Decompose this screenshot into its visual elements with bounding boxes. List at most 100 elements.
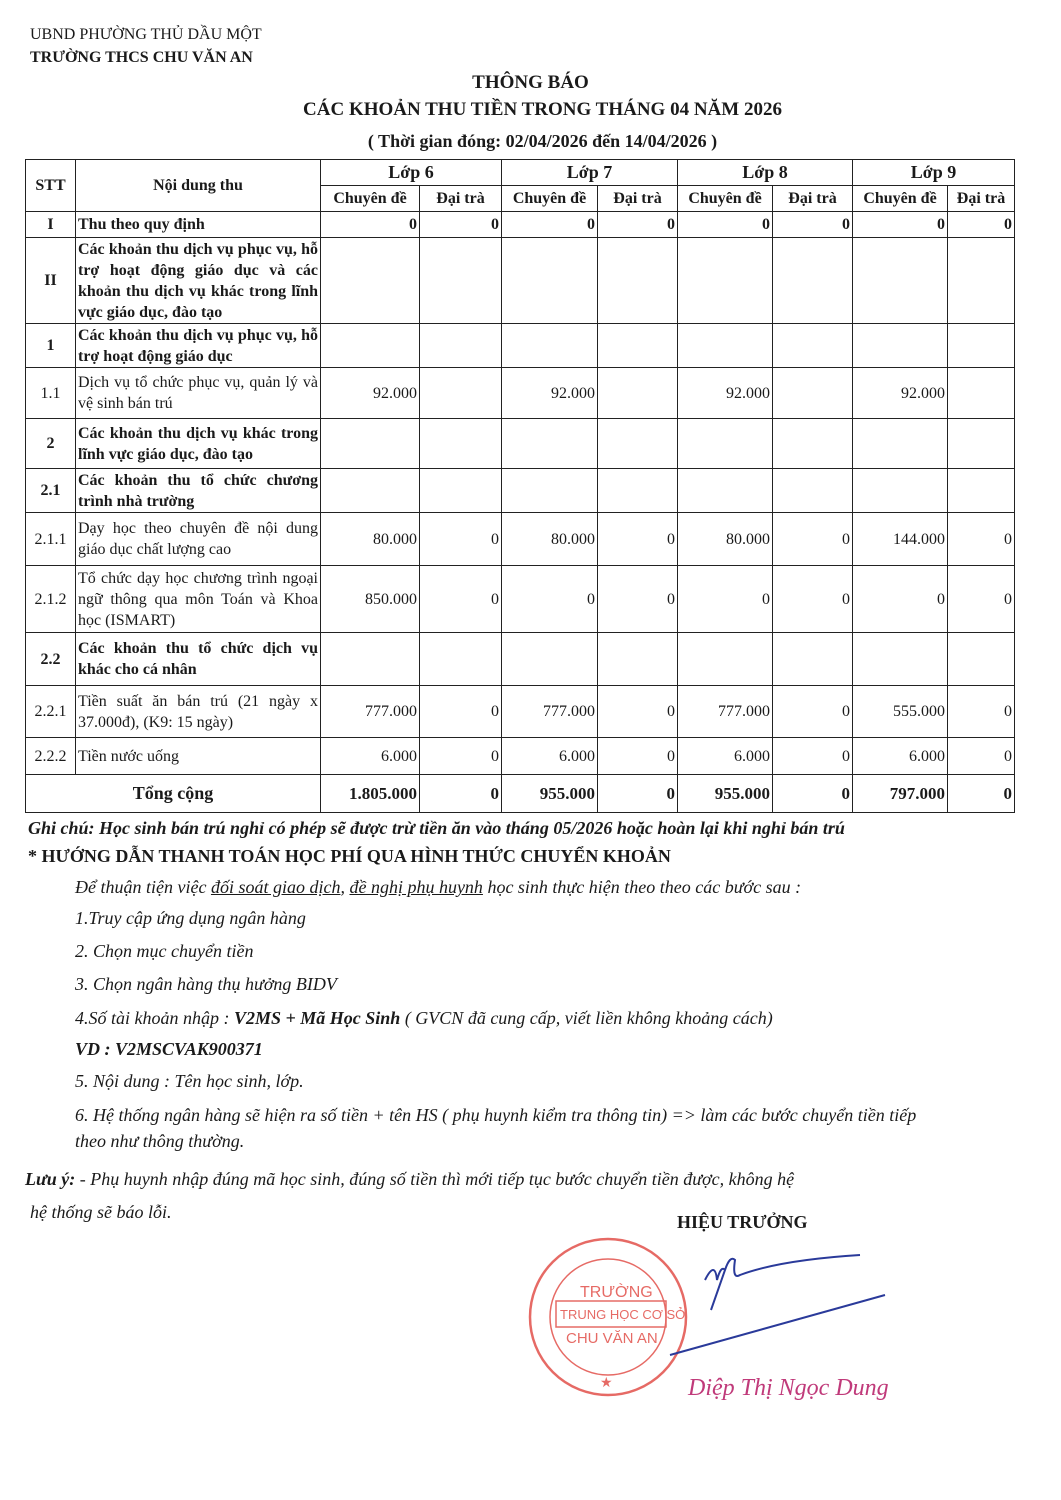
table-row: I Thu theo quy định 0 0 0 0 0 0 0 0 — [25, 211, 1015, 238]
amount-cell: 80.000 — [320, 512, 420, 566]
amount-cell: 92.000 — [852, 367, 948, 419]
row-content: Các khoản thu tổ chức dịch vụ khác cho c… — [75, 632, 321, 686]
amount-cell: 6.000 — [501, 737, 598, 775]
amount-cell: 0 — [597, 211, 678, 238]
amount-cell: 0 — [772, 512, 853, 566]
principal-name: Diệp Thị Ngọc Dung — [687, 1375, 889, 1401]
guide-title: * HƯỚNG DẪN THANH TOÁN HỌC PHÍ QUA HÌNH … — [28, 846, 671, 866]
row-stt: 2.1.1 — [25, 512, 76, 566]
row-stt: 2.2 — [25, 632, 76, 686]
amount-cell: 0 — [597, 565, 678, 633]
amount-cell: 92.000 — [501, 367, 598, 419]
total-label: Tổng cộng — [25, 774, 321, 813]
table-row: 2.1.1 Dạy học theo chuyên đề nội dung giá… — [25, 512, 1015, 566]
school-stamp: TRƯỜNG TRUNG HỌC CƠ SỞ CHU VĂN AN ★ — [528, 1237, 688, 1397]
row-stt: 1 — [25, 323, 76, 368]
amount-cell — [772, 367, 853, 419]
amount-cell: 777.000 — [320, 685, 420, 738]
table-row: II Các khoản thu dịch vụ phục vụ, hỗ trợ … — [25, 237, 1015, 324]
amount-cell — [501, 323, 598, 368]
row-content: Tiền nước uống — [75, 737, 321, 775]
header-dai-tra: Đại trà — [597, 185, 678, 212]
intro-underlined: đối soát giao dịch — [210, 877, 341, 897]
amount-cell — [320, 418, 420, 469]
amount-cell — [677, 468, 773, 513]
svg-text:TRUNG HỌC CƠ SỞ: TRUNG HỌC CƠ SỞ — [560, 1307, 686, 1322]
amount-cell — [501, 632, 598, 686]
amount-cell: 0 — [419, 737, 502, 775]
step-4: 4.Số tài khoản nhập : V2MS + Mã Học Sinh… — [75, 1008, 773, 1029]
account-format: V2MS + Mã Học Sinh — [234, 1008, 401, 1028]
row-stt: 2.2.1 — [25, 685, 76, 738]
total-cell: 955.000 — [677, 774, 773, 813]
header-dai-tra: Đại trà — [419, 185, 502, 212]
total-cell: 0 — [772, 774, 853, 813]
amount-cell: 0 — [947, 565, 1015, 633]
amount-cell — [320, 468, 420, 513]
caution: Lưu ý: - Phụ huynh nhập đúng mã học sinh… — [25, 1169, 794, 1190]
notice-title: THÔNG BÁO — [472, 72, 589, 93]
header-grade: Lớp 7 — [501, 159, 678, 186]
svg-text:TRƯỜNG: TRƯỜNG — [580, 1282, 653, 1301]
amount-cell: 0 — [772, 211, 853, 238]
stamp-and-signature: TRƯỜNG TRUNG HỌC CƠ SỞ CHU VĂN AN ★ Diệp… — [528, 1237, 889, 1401]
amount-cell — [677, 418, 773, 469]
table-row: 2.1.2 Tổ chức dạy học chương trình ngoại … — [25, 565, 1015, 633]
table-row: 2 Các khoản thu dịch vụ khác trong lĩnh v… — [25, 418, 1015, 469]
total-cell: 0 — [597, 774, 678, 813]
amount-cell: 0 — [947, 512, 1015, 566]
amount-cell: 6.000 — [677, 737, 773, 775]
amount-cell — [419, 418, 502, 469]
header-grade: Lớp 8 — [677, 159, 853, 186]
caution-text: - Phụ huynh nhập đúng mã học sinh, đúng … — [75, 1169, 795, 1189]
amount-cell: 0 — [947, 737, 1015, 775]
step-4-text: ( GVCN đã cung cấp, viết liền không khoả… — [400, 1008, 773, 1028]
amount-cell: 0 — [947, 685, 1015, 738]
amount-cell — [852, 468, 948, 513]
amount-cell: 0 — [419, 512, 502, 566]
amount-cell — [852, 418, 948, 469]
amount-cell: 0 — [772, 565, 853, 633]
row-stt: 2.1 — [25, 468, 76, 513]
amount-cell — [597, 237, 678, 324]
step-1: 1.Truy cập ứng dụng ngân hàng — [75, 908, 306, 928]
amount-cell: 0 — [677, 565, 773, 633]
amount-cell — [419, 468, 502, 513]
amount-cell — [947, 418, 1015, 469]
notice-subtitle: CÁC KHOẢN THU TIỀN TRONG THÁNG 04 NĂM 20… — [303, 99, 782, 120]
amount-cell — [419, 632, 502, 686]
amount-cell — [947, 367, 1015, 419]
account-example: VD : V2MSCVAK900371 — [75, 1039, 263, 1059]
step-6-cont: theo như thông thường. — [75, 1131, 245, 1151]
header-dai-tra: Đại trà — [947, 185, 1015, 212]
amount-cell: 0 — [597, 512, 678, 566]
total-cell: 955.000 — [501, 774, 598, 813]
row-content: Dịch vụ tổ chức phục vụ, quản lý và vệ s… — [75, 367, 321, 419]
caution-label: Lưu ý: — [25, 1169, 76, 1189]
total-row: Tổng cộng 1.805.000 0 955.000 0 955.000 0 797.0… — [25, 774, 1015, 813]
amount-cell — [597, 632, 678, 686]
amount-cell — [419, 367, 502, 419]
row-content: Tiền suất ăn bán trú (21 ngày x 37.000đ)… — [75, 685, 321, 738]
row-stt: I — [25, 211, 76, 238]
row-content: Các khoản thu dịch vụ phục vụ, hỗ trợ ho… — [75, 323, 321, 368]
intro-text: , — [340, 877, 350, 897]
step-6: 6. Hệ thống ngân hàng sẽ hiện ra số tiền… — [75, 1105, 917, 1125]
table-row: 1.1 Dịch vụ tổ chức phục vụ, quản lý và v… — [25, 367, 1015, 419]
header-grade: Lớp 9 — [852, 159, 1015, 186]
row-stt: 2.1.2 — [25, 565, 76, 633]
row-stt: 2 — [25, 418, 76, 469]
amount-cell: 0 — [852, 565, 948, 633]
amount-cell: 0 — [597, 737, 678, 775]
amount-cell — [772, 632, 853, 686]
amount-cell — [852, 237, 948, 324]
step-3: 3. Chọn ngân hàng thụ hưởng BIDV — [75, 974, 337, 994]
step-2: 2. Chọn mục chuyển tiền — [75, 941, 254, 961]
amount-cell: 850.000 — [320, 565, 420, 633]
amount-cell — [501, 237, 598, 324]
table-row: 2.2 Các khoản thu tổ chức dịch vụ khác ch… — [25, 632, 1015, 686]
amount-cell — [947, 323, 1015, 368]
amount-cell — [501, 418, 598, 469]
table-row: 2.1 Các khoản thu tổ chức chương trình nh… — [25, 468, 1015, 513]
amount-cell — [501, 468, 598, 513]
